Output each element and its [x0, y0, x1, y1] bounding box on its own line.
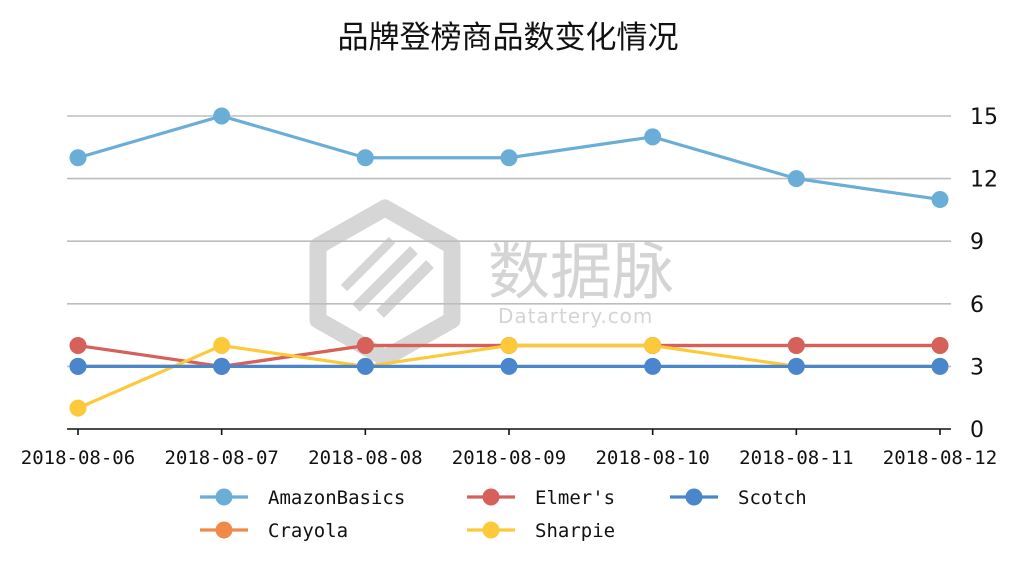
- x-tick-label: 2018-08-09: [452, 447, 566, 469]
- y-tick-label: 6: [970, 293, 984, 318]
- data-point: [213, 107, 231, 125]
- series: [69, 107, 949, 417]
- y-tick-label: 12: [970, 168, 998, 193]
- x-tick-label: 2018-08-08: [308, 447, 422, 469]
- watermark: 数据脉 Datartery.com: [309, 199, 674, 367]
- data-point: [69, 149, 87, 167]
- watermark-cn: 数据脉: [488, 235, 674, 308]
- watermark-logo-icon: [309, 199, 461, 367]
- chart-title: 品牌登榜商品数变化情况: [338, 20, 679, 56]
- legend-item: Crayola: [200, 520, 348, 542]
- y-tick-label: 9: [970, 230, 984, 255]
- data-point: [787, 357, 805, 375]
- legend-label: Crayola: [268, 520, 348, 542]
- legend-marker: [215, 488, 233, 506]
- series-line: [76, 343, 942, 410]
- y-axis-ticks: 0 3 6 9 12 15: [970, 105, 998, 443]
- data-point: [69, 357, 87, 375]
- x-axis-ticks: 2018-08-06 2018-08-07 2018-08-08 2018-08-09…: [21, 429, 997, 469]
- watermark-en: Datartery.com: [498, 304, 653, 328]
- x-tick-label: 2018-08-07: [164, 447, 278, 469]
- data-point: [931, 357, 949, 375]
- legend-item: Scotch: [670, 487, 807, 509]
- data-point: [931, 337, 949, 355]
- legend-label: Elmer's: [535, 487, 615, 509]
- data-point: [356, 357, 374, 375]
- series-scotch: [69, 357, 949, 375]
- series-amazonbasics: [69, 107, 949, 208]
- legend: AmazonBasics Elmer's Scotch Crayola Sharpie: [200, 487, 807, 542]
- data-point: [644, 337, 662, 355]
- legend-marker: [482, 488, 500, 506]
- legend-label: Sharpie: [535, 520, 615, 542]
- data-point: [69, 399, 87, 417]
- y-tick-label: 0: [970, 418, 984, 443]
- x-tick-label: 2018-08-12: [883, 447, 997, 469]
- data-point: [787, 337, 805, 355]
- data-point: [500, 337, 518, 355]
- data-point: [69, 337, 87, 355]
- legend-item: Sharpie: [467, 520, 615, 542]
- y-tick-label: 15: [970, 105, 998, 130]
- legend-label: Scotch: [738, 487, 807, 509]
- y-tick-label: 3: [970, 355, 984, 380]
- legend-marker: [685, 488, 703, 506]
- legend-item: AmazonBasics: [200, 487, 405, 509]
- data-point: [356, 149, 374, 167]
- data-point: [644, 128, 662, 146]
- data-point: [500, 357, 518, 375]
- data-point: [931, 190, 949, 208]
- data-point: [213, 357, 231, 375]
- series-sharpie: [69, 337, 949, 417]
- legend-marker: [482, 521, 500, 539]
- data-point: [213, 337, 231, 355]
- legend-marker: [215, 521, 233, 539]
- data-point: [500, 149, 518, 167]
- legend-label: AmazonBasics: [268, 487, 405, 509]
- data-point: [356, 337, 374, 355]
- legend-item: Elmer's: [467, 487, 615, 509]
- data-point: [644, 357, 662, 375]
- x-tick-label: 2018-08-06: [21, 447, 135, 469]
- x-tick-label: 2018-08-11: [739, 447, 853, 469]
- x-tick-label: 2018-08-10: [595, 447, 709, 469]
- data-point: [787, 170, 805, 188]
